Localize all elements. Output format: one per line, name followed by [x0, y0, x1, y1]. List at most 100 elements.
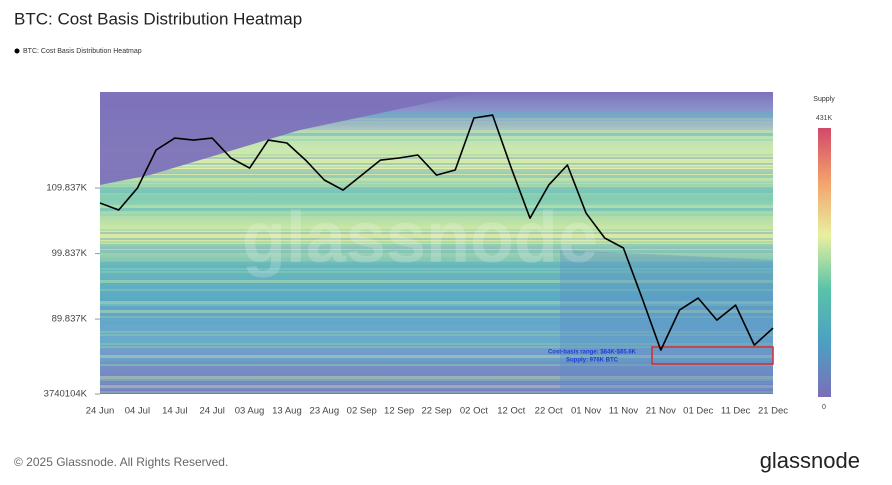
heatmap-band [100, 121, 773, 123]
heatmap-band [100, 241, 773, 243]
heatmap-band [100, 154, 773, 156]
heatmap-shade [560, 250, 773, 394]
heatmap-band [100, 229, 773, 231]
x-tick-label: 02 Oct [460, 406, 488, 417]
heatmap-band [100, 151, 773, 154]
heatmap-band [100, 268, 773, 270]
x-tick-label: 23 Aug [310, 406, 340, 417]
heatmap-band [100, 385, 773, 388]
heatmap-band [100, 343, 773, 345]
heatmap-band [100, 208, 773, 211]
heatmap-band [100, 160, 773, 163]
heatmap-band [100, 250, 773, 253]
heatmap-band [100, 313, 773, 315]
colorbar-title: Supply [813, 96, 835, 103]
heatmap-band [100, 169, 773, 172]
y-tick-label: 109.837K [46, 183, 87, 194]
heatmap-band [100, 388, 773, 390]
heatmap-band [100, 283, 773, 286]
heatmap-band [100, 358, 773, 361]
legend-marker [14, 48, 20, 54]
x-tick-label: 11 Nov [609, 406, 639, 417]
y-tick-label: 99.837K [52, 248, 88, 259]
x-tick-label: 24 Jul [199, 406, 224, 417]
heatmap-empty [100, 92, 480, 185]
heatmap-band [100, 316, 773, 318]
heatmap-band [100, 190, 773, 193]
heatmap-band [100, 139, 773, 141]
x-tick-label: 12 Oct [497, 406, 525, 417]
heatmap-band [100, 193, 773, 195]
heatmap-band [100, 346, 773, 348]
x-tick-label: 21 Dec [758, 406, 788, 417]
heatmap-band [100, 307, 773, 309]
heatmap-band [100, 289, 773, 291]
x-tick-label: 24 Jun [86, 406, 115, 417]
heatmap-band [100, 232, 773, 234]
heatmap-band [100, 157, 773, 159]
heatmap-band [100, 334, 773, 336]
highlight-box [651, 346, 774, 365]
heatmap-band [100, 364, 773, 366]
colorbar [818, 128, 831, 397]
plot-area [100, 92, 773, 394]
heatmap-band [100, 238, 773, 240]
heatmap-band [100, 214, 773, 216]
heatmap-band [100, 187, 773, 190]
heatmap-band [100, 115, 773, 118]
x-tick-label: 02 Sep [347, 406, 377, 417]
heatmap-band [100, 280, 773, 283]
chart-title: BTC: Cost Basis Distribution Heatmap [14, 9, 302, 28]
heatmap-band [100, 265, 773, 268]
heatmap-band [100, 196, 773, 198]
heatmap-band [100, 205, 773, 208]
x-tick-label: 01 Nov [571, 406, 601, 417]
y-tick-label: 3740104K [44, 389, 88, 400]
heatmap-band [100, 235, 773, 238]
heatmap-band [100, 331, 773, 333]
heatmap-band [100, 325, 773, 328]
heatmap-band [100, 175, 773, 178]
colorbar-tick-label: 0 [822, 404, 826, 411]
x-tick-label: 04 Jul [125, 406, 150, 417]
heatmap-band [100, 304, 773, 306]
heatmap-band [100, 244, 773, 247]
heatmap-band [100, 247, 773, 249]
heatmap-band [100, 172, 773, 174]
heatmap-band [100, 340, 773, 343]
x-tick-label: 21 Nov [646, 406, 676, 417]
heatmap-band [100, 259, 773, 261]
x-tick-label: 22 Sep [421, 406, 451, 417]
heatmap-band [100, 133, 773, 136]
heatmap-band [100, 256, 773, 258]
heatmap-band [100, 376, 773, 379]
annotation: Cost-basis range: $84K-$85.6K [548, 350, 637, 356]
x-tick-label: 22 Oct [535, 406, 563, 417]
x-tick-label: 13 Aug [272, 406, 302, 417]
heatmap-band [100, 130, 773, 133]
x-tick-label: 14 Jul [162, 406, 187, 417]
heatmap-band [100, 319, 773, 322]
heatmap-band [100, 310, 773, 313]
heatmap-band [100, 382, 773, 384]
x-tick-label: 01 Dec [683, 406, 713, 417]
heatmap-band [100, 301, 773, 304]
colorbar-tick-label: 431K [816, 115, 833, 122]
heatmap-band [100, 322, 773, 324]
footer: © 2025 Glassnode. All Rights Reserved. [14, 455, 228, 469]
heatmap-band [100, 226, 773, 229]
watermark: glassnode [242, 198, 598, 278]
y-tick-label: 89.837K [52, 314, 88, 325]
logo: glassnode [760, 448, 860, 473]
heatmap-band [100, 181, 773, 183]
heatmap-band [100, 337, 773, 340]
heatmap-band [100, 112, 773, 115]
heatmap-band [100, 262, 773, 265]
price-line [99, 114, 774, 351]
legend-label: BTC: Cost Basis Distribution Heatmap [23, 48, 142, 55]
heatmap-band [100, 163, 773, 165]
heatmap-band [100, 118, 773, 120]
x-tick-label: 12 Sep [384, 406, 414, 417]
heatmap-band [100, 379, 773, 381]
